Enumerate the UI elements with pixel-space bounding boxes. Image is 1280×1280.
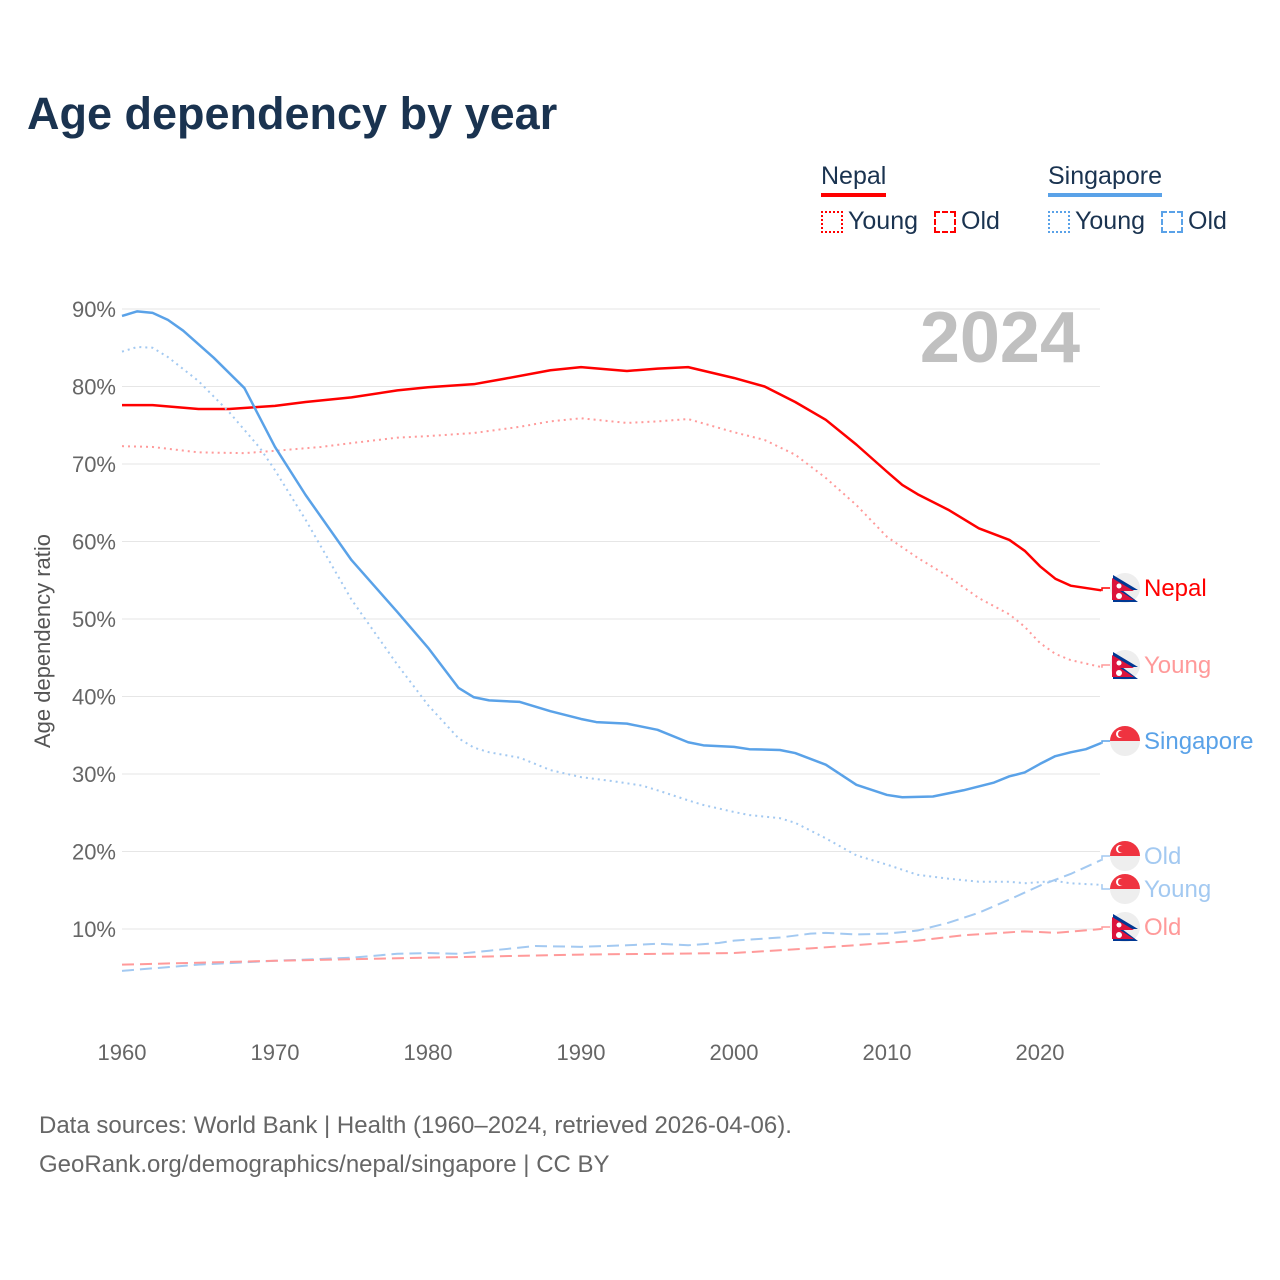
footer: Data sources: World Bank | Health (1960–… <box>39 1106 792 1184</box>
source-url-text[interactable]: GeoRank.org/demographics/nepal/singapore… <box>39 1151 610 1178</box>
x-tick-label: 1980 <box>404 1040 453 1065</box>
x-tick-label: 1970 <box>251 1040 300 1065</box>
end-label: Old <box>1144 843 1181 870</box>
dotted-swatch-icon <box>1048 210 1070 233</box>
nepal-flag-icon <box>1110 650 1140 680</box>
end-label: Young <box>1144 876 1211 903</box>
y-tick-label: 60% <box>72 530 116 555</box>
legend-label: Young <box>1075 207 1145 235</box>
dotted-swatch-icon <box>821 210 843 233</box>
label-connector <box>1101 587 1110 592</box>
y-tick-label: 10% <box>72 917 116 942</box>
label-connector <box>1101 884 1110 890</box>
series-line-singapore-young[interactable] <box>121 345 1102 886</box>
end-label: Nepal <box>1144 575 1207 602</box>
singapore-flag-icon <box>1110 874 1140 904</box>
legend-label: Old <box>961 207 1000 235</box>
label-connector <box>1101 664 1110 668</box>
legend-item-singapore-young[interactable]: Young <box>1048 207 1145 236</box>
data-source-text: Data sources: World Bank | Health (1960–… <box>39 1112 792 1139</box>
label-connector <box>1101 855 1110 861</box>
legend-group-nepal: Nepal Young Old <box>821 162 1000 236</box>
label-connector <box>1101 926 1110 930</box>
y-tick-label: 20% <box>72 840 116 865</box>
x-tick-label: 1990 <box>557 1040 606 1065</box>
year-watermark: 2024 <box>920 298 1080 378</box>
singapore-flag-icon <box>1110 841 1140 871</box>
y-tick-label: 50% <box>72 607 116 632</box>
series-line-nepal-old[interactable] <box>121 928 1102 966</box>
series-line-nepal-young[interactable] <box>121 417 1102 669</box>
y-tick-label: 30% <box>72 762 116 787</box>
end-label: Singapore <box>1144 728 1253 755</box>
x-tick-label: 2020 <box>1016 1040 1065 1065</box>
y-tick-label: 90% <box>72 297 116 322</box>
series-line-singapore-old[interactable] <box>121 859 1102 972</box>
x-tick-label: 2010 <box>863 1040 912 1065</box>
chart-title: Age dependency by year <box>27 88 558 139</box>
legend-label: Old <box>1188 207 1227 235</box>
legend-country-nepal[interactable]: Nepal <box>821 162 887 197</box>
dashed-swatch-icon <box>1161 210 1183 233</box>
legend-country-singapore[interactable]: Singapore <box>1048 162 1162 197</box>
end-label: Old <box>1144 914 1181 941</box>
legend-item-singapore-old[interactable]: Old <box>1161 207 1227 236</box>
y-tick-label: 70% <box>72 452 116 477</box>
dashed-swatch-icon <box>934 210 956 233</box>
x-tick-label: 2000 <box>710 1040 759 1065</box>
legend-group-singapore: Singapore Young Old <box>1048 162 1227 236</box>
nepal-flag-icon <box>1110 912 1140 942</box>
singapore-flag-icon <box>1110 726 1140 756</box>
legend-item-nepal-young[interactable]: Young <box>821 207 918 236</box>
label-connector <box>1101 740 1110 744</box>
legend-item-nepal-old[interactable]: Old <box>934 207 1000 236</box>
y-tick-label: 40% <box>72 685 116 710</box>
x-tick-label: 1960 <box>98 1040 147 1065</box>
legend-label: Young <box>848 207 918 235</box>
y-tick-label: 80% <box>72 375 116 400</box>
series-line-singapore[interactable] <box>121 310 1102 799</box>
series-line-nepal[interactable] <box>122 365 1102 592</box>
y-axis-label: Age dependency ratio <box>30 534 55 748</box>
end-label: Young <box>1144 652 1211 679</box>
nepal-flag-icon <box>1110 573 1140 603</box>
